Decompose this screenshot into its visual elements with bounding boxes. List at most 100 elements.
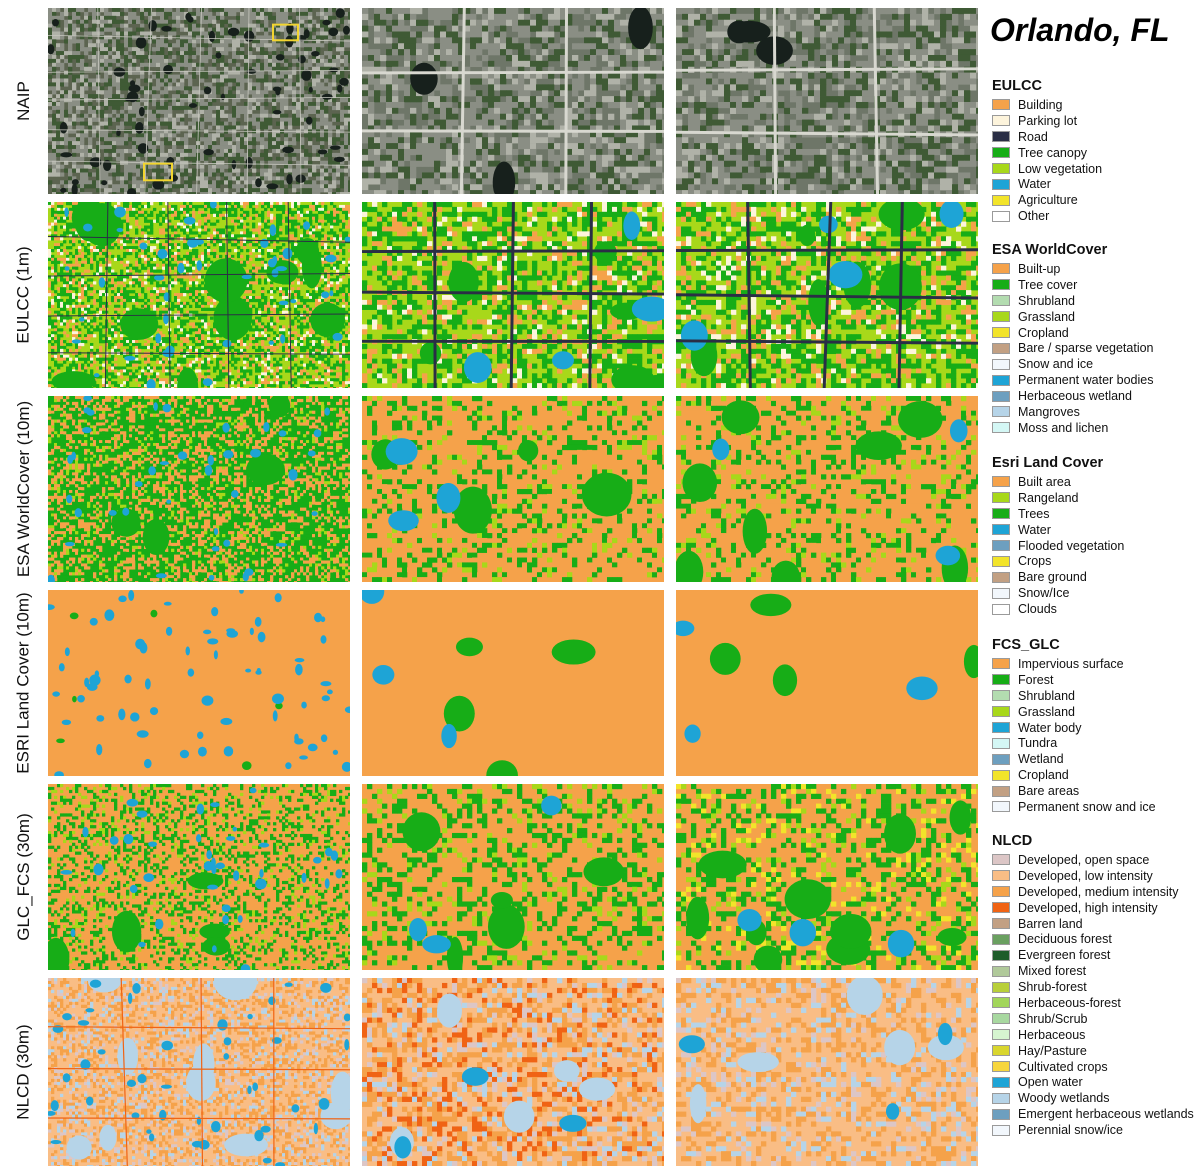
legend-swatch bbox=[992, 311, 1010, 323]
legend-label: Trees bbox=[1018, 507, 1050, 521]
legend-item: Grassland bbox=[992, 309, 1197, 325]
legend-label: Building bbox=[1018, 98, 1062, 112]
legend-swatch bbox=[992, 327, 1010, 338]
legend-item: Rangeland bbox=[992, 490, 1197, 506]
legend-item: Shrubland bbox=[992, 293, 1197, 309]
legend-item: Permanent snow and ice bbox=[992, 799, 1197, 815]
figure-title: Orlando, FL bbox=[990, 12, 1170, 49]
legend-item: Clouds bbox=[992, 601, 1197, 617]
legend-swatch bbox=[992, 769, 1010, 781]
legend-swatch bbox=[992, 587, 1010, 599]
legend-swatch bbox=[992, 263, 1010, 275]
legend-label: Clouds bbox=[1018, 602, 1057, 616]
legend-nlcd: NLCD Developed, open space Developed, low … bbox=[992, 833, 1197, 1138]
legend-swatch bbox=[992, 555, 1010, 567]
map-panel-nlcd-zoom-1 bbox=[362, 978, 664, 1166]
legend-item: Snow and ice bbox=[992, 356, 1197, 372]
row-label-esri: ESRI Land Cover (10m) bbox=[0, 590, 48, 776]
legend-label: Barren land bbox=[1018, 917, 1083, 931]
legend-item: Tree canopy bbox=[992, 145, 1197, 161]
legend-item: Herbaceous-forest bbox=[992, 995, 1197, 1011]
legend-swatch bbox=[992, 737, 1010, 749]
map-raster bbox=[362, 590, 664, 776]
legend-swatch bbox=[992, 342, 1010, 354]
map-panel-eulcc-zoom-1 bbox=[362, 202, 664, 388]
map-raster bbox=[676, 978, 978, 1166]
legend-item: Built area bbox=[992, 474, 1197, 490]
legend-label: Perennial snow/ice bbox=[1018, 1123, 1123, 1137]
legend-item: Crops bbox=[992, 553, 1197, 569]
map-panel-glc-zoom-1 bbox=[362, 784, 664, 970]
legend-label: Rangeland bbox=[1018, 491, 1078, 505]
legend-item: Shrub/Scrub bbox=[992, 1011, 1197, 1027]
legend-swatch bbox=[992, 997, 1010, 1009]
legend-swatch bbox=[992, 949, 1010, 961]
map-panel-imagery-zoom-2 bbox=[676, 8, 978, 194]
legend-title: Esri Land Cover bbox=[992, 455, 1197, 471]
map-raster bbox=[362, 784, 664, 970]
legend-item: Cropland bbox=[992, 325, 1197, 341]
map-raster bbox=[48, 8, 350, 194]
legend-swatch bbox=[992, 210, 1010, 222]
legend-swatch bbox=[992, 178, 1010, 190]
legend-item: Snow/Ice bbox=[992, 585, 1197, 601]
map-panel-glc-zoom-2 bbox=[676, 784, 978, 970]
legend-label: Mangroves bbox=[1018, 405, 1080, 419]
legend-label: Built area bbox=[1018, 475, 1071, 489]
legend-label: Snow and ice bbox=[1018, 357, 1093, 371]
legend-swatch bbox=[992, 295, 1010, 307]
legend-item: Other bbox=[992, 208, 1197, 224]
legend-label: Developed, low intensity bbox=[1018, 869, 1153, 883]
legend-item: Impervious surface bbox=[992, 656, 1197, 672]
legend-label: Grassland bbox=[1018, 310, 1075, 324]
legend-swatch bbox=[992, 965, 1010, 977]
legend-item: Built-up bbox=[992, 261, 1197, 277]
legend-swatch bbox=[992, 854, 1010, 866]
map-panel-imagery-zoom-1 bbox=[362, 8, 664, 194]
map-panel-glc-overview bbox=[48, 784, 350, 970]
legend-label: Tree canopy bbox=[1018, 146, 1087, 160]
legend-label: Road bbox=[1018, 130, 1048, 144]
legend-label: Agriculture bbox=[1018, 193, 1078, 207]
legend-swatch bbox=[992, 571, 1010, 583]
legend-swatch bbox=[992, 690, 1010, 702]
legend-label: Tundra bbox=[1018, 736, 1057, 750]
legend-item: Perennial snow/ice bbox=[992, 1122, 1197, 1138]
legend-swatch bbox=[992, 99, 1010, 111]
legend-swatch bbox=[992, 540, 1010, 551]
legend-item: Agriculture bbox=[992, 192, 1197, 208]
legend-swatch bbox=[992, 870, 1010, 882]
legend-item: Herbaceous wetland bbox=[992, 388, 1197, 404]
legend-item: Bare / sparse vegetation bbox=[992, 340, 1197, 356]
map-raster bbox=[48, 978, 350, 1166]
legend-item: Deciduous forest bbox=[992, 931, 1197, 947]
legend-swatch bbox=[992, 785, 1010, 797]
legend-label: Low vegetation bbox=[1018, 162, 1102, 176]
map-panel-eulcc-overview bbox=[48, 202, 350, 388]
legend-label: Tree cover bbox=[1018, 278, 1077, 292]
legend-item: Tundra bbox=[992, 735, 1197, 751]
map-panel-esa-overview bbox=[48, 396, 350, 582]
legend-swatch bbox=[992, 1076, 1010, 1088]
legend-esa-worldcover: ESA WorldCover Built-up Tree cover Shrublan… bbox=[992, 242, 1197, 436]
legend-swatch bbox=[992, 918, 1010, 929]
legend-swatch bbox=[992, 476, 1010, 488]
legend-label: Water body bbox=[1018, 721, 1081, 735]
legend-title: FCS_GLC bbox=[992, 637, 1197, 653]
legend-label: Bare ground bbox=[1018, 570, 1087, 584]
legend-label: Other bbox=[1018, 209, 1049, 223]
map-raster bbox=[362, 396, 664, 582]
legend-swatch bbox=[992, 1029, 1010, 1041]
legend-swatch bbox=[992, 1092, 1010, 1104]
legend-label: Permanent water bodies bbox=[1018, 373, 1154, 387]
map-panel-imagery-overview bbox=[48, 8, 350, 194]
legend-item: Mixed forest bbox=[992, 963, 1197, 979]
legend-item: Flooded vegetation bbox=[992, 538, 1197, 554]
map-panel-eulcc-zoom-2 bbox=[676, 202, 978, 388]
legend-item: Water body bbox=[992, 720, 1197, 736]
legend-swatch bbox=[992, 1013, 1010, 1025]
legend-item: Evergreen forest bbox=[992, 947, 1197, 963]
legend-item: Mangroves bbox=[992, 404, 1197, 420]
map-panel-esri-zoom-1 bbox=[362, 590, 664, 776]
legend-title: EULCC bbox=[992, 78, 1197, 94]
